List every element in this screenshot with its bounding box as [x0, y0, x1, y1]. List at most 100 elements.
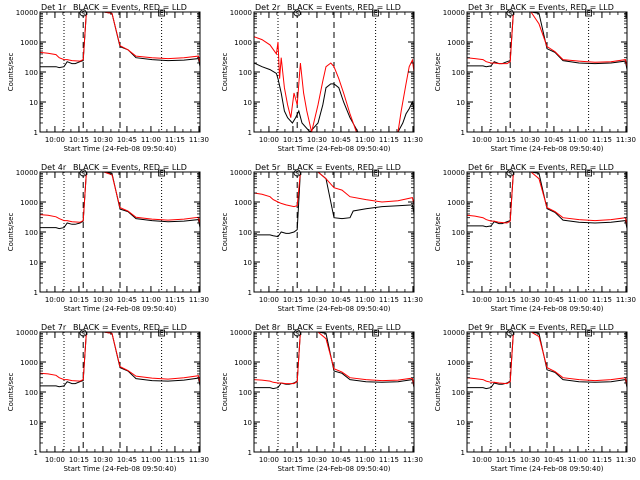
series-events-line	[40, 172, 200, 230]
y-tick-label: 10	[243, 99, 252, 107]
panel-title-legend: BLACK = Events, RED = LLD	[287, 163, 401, 172]
y-tick-label: 10000	[230, 9, 252, 17]
x-tick-label: 10:30	[307, 456, 327, 464]
panel-title-legend: BLACK = Events, RED = LLD	[500, 323, 614, 332]
x-tick-label: 10:15	[283, 456, 303, 464]
end-marker-label: E	[587, 330, 591, 337]
x-tick-label: 11:30	[403, 296, 423, 304]
panel-title-legend: BLACK = Events, RED = LLD	[73, 323, 187, 332]
y-tick-label: 1	[34, 449, 38, 457]
end-marker-label: E	[374, 330, 378, 337]
x-tick-label: 10:45	[331, 296, 351, 304]
x-tick-label: 10:45	[544, 296, 564, 304]
series-lld-line	[40, 12, 200, 64]
y-tick-label: 1	[461, 129, 465, 137]
end-marker-label: E	[160, 170, 164, 177]
start-marker-circle	[79, 329, 87, 337]
series-events-line	[254, 172, 414, 238]
panel-title-detector: Det 9r	[468, 323, 494, 332]
y-tick-label: 100	[239, 389, 252, 397]
end-marker-label: E	[587, 10, 591, 17]
x-tick-label: 10:15	[283, 136, 303, 144]
start-marker-circle	[79, 9, 87, 17]
series-lld-line	[254, 36, 414, 132]
y-tick-label: 1000	[234, 39, 252, 47]
series-events-line	[467, 12, 627, 70]
end-marker-label: E	[587, 170, 591, 177]
x-axis-label: Start Time (24-Feb-08 09:50:40)	[490, 465, 603, 473]
series-events-line	[40, 332, 200, 388]
series-events-line	[254, 332, 414, 390]
series-lld-line	[467, 332, 627, 386]
y-tick-label: 10000	[230, 329, 252, 337]
panel-title-legend: BLACK = Events, RED = LLD	[73, 163, 187, 172]
y-tick-label: 10000	[443, 329, 465, 337]
x-tick-label: 11:00	[355, 456, 375, 464]
panel-title-detector: Det 8r	[255, 323, 281, 332]
panel-title-detector: Det 3r	[468, 3, 494, 12]
x-tick-label: 11:00	[568, 136, 588, 144]
x-tick-label: 10:45	[117, 456, 137, 464]
x-tick-label: 10:30	[307, 136, 327, 144]
y-tick-label: 10	[456, 419, 465, 427]
y-tick-label: 100	[239, 69, 252, 77]
y-tick-label: 10000	[443, 9, 465, 17]
y-tick-label: 1	[461, 449, 465, 457]
y-tick-label: 1	[34, 289, 38, 297]
panel-title-legend: BLACK = Events, RED = LLD	[500, 3, 614, 12]
series-lld-line	[467, 172, 627, 226]
start-marker-label: S	[508, 331, 512, 338]
y-tick-label: 1000	[20, 199, 38, 207]
x-tick-label: 10:30	[93, 456, 113, 464]
y-tick-label: 100	[452, 229, 465, 237]
x-tick-label: 10:30	[520, 296, 540, 304]
x-tick-label: 10:00	[472, 296, 492, 304]
y-tick-label: 1	[248, 449, 252, 457]
x-tick-label: 10:45	[544, 456, 564, 464]
y-tick-label: 10	[243, 259, 252, 267]
x-tick-label: 11:00	[355, 296, 375, 304]
x-tick-label: 11:00	[141, 456, 161, 464]
x-axis-label: Start Time (24-Feb-08 09:50:40)	[63, 145, 176, 153]
y-axis-label: Counts/sec	[7, 53, 15, 92]
y-tick-label: 10	[243, 419, 252, 427]
y-tick-label: 10000	[230, 169, 252, 177]
x-axis-label: Start Time (24-Feb-08 09:50:40)	[277, 465, 390, 473]
x-tick-label: 11:00	[568, 296, 588, 304]
x-tick-label: 11:30	[189, 296, 209, 304]
x-tick-label: 10:45	[331, 456, 351, 464]
x-tick-label: 11:30	[189, 456, 209, 464]
y-tick-label: 1000	[20, 359, 38, 367]
y-tick-label: 100	[452, 389, 465, 397]
x-axis-label: Start Time (24-Feb-08 09:50:40)	[277, 305, 390, 313]
series-lld-line	[40, 332, 200, 384]
x-tick-label: 10:45	[331, 136, 351, 144]
series-lld-line	[40, 172, 200, 225]
y-axis-label: Counts/sec	[7, 373, 15, 412]
y-axis-label: Counts/sec	[221, 213, 229, 252]
y-tick-label: 10	[456, 99, 465, 107]
x-axis-label: Start Time (24-Feb-08 09:50:40)	[63, 305, 176, 313]
start-marker-circle	[506, 169, 514, 177]
x-tick-label: 11:15	[165, 296, 185, 304]
start-marker-circle	[293, 329, 301, 337]
y-axis-label: Counts/sec	[221, 53, 229, 92]
start-marker-circle	[79, 169, 87, 177]
y-tick-label: 1000	[20, 39, 38, 47]
y-tick-label: 1000	[447, 199, 465, 207]
start-marker-label: S	[81, 171, 85, 178]
x-tick-label: 10:00	[259, 296, 279, 304]
x-tick-label: 10:15	[496, 456, 516, 464]
start-marker-circle	[293, 9, 301, 17]
x-axis-label: Start Time (24-Feb-08 09:50:40)	[63, 465, 176, 473]
x-tick-label: 11:15	[592, 296, 612, 304]
y-tick-label: 10000	[16, 329, 38, 337]
panel-title-detector: Det 4r	[41, 163, 67, 172]
series-lld-line	[467, 12, 627, 67]
